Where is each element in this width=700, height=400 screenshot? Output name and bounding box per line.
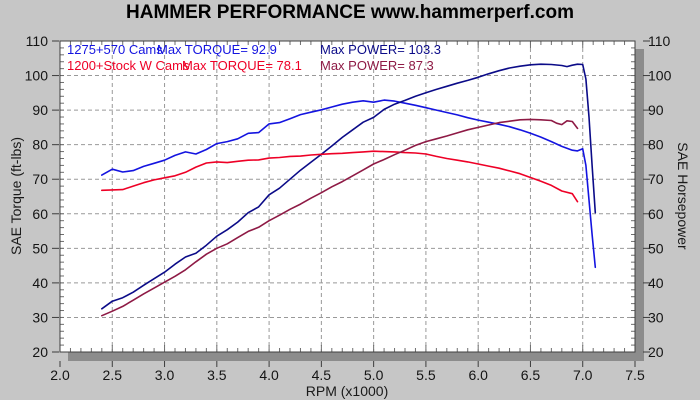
y-tick-label-left: 50: [32, 240, 48, 256]
y-tick-label-right: 50: [648, 240, 664, 256]
y-tick-label-right: 60: [648, 206, 664, 222]
y-axis-title-right: SAE Horsepower: [675, 142, 691, 250]
y-tick-label-left: 80: [32, 137, 48, 153]
legend-row2-torque: Max TORQUE= 78.1: [182, 58, 302, 73]
plot-shadow-right: [635, 49, 644, 361]
y-tick-label-right: 110: [648, 33, 671, 49]
x-tick-label: 7.5: [625, 367, 645, 383]
legend-row1-torque: Max TORQUE= 92.9: [157, 42, 277, 57]
y-tick-label-right: 80: [648, 137, 664, 153]
y-tick-label-left: 110: [26, 33, 49, 49]
legend-row1-name: 1275+570 Cams: [67, 42, 163, 57]
y-tick-label-left: 70: [32, 171, 48, 187]
x-axis-title: RPM (x1000): [305, 383, 389, 399]
y-tick-label-right: 70: [648, 171, 664, 187]
curve-2-torque: [101, 150, 579, 203]
y-tick-label-left: 100: [25, 68, 49, 84]
y-tick-label-left: 20: [32, 344, 48, 360]
y-axis-title-left: SAE Torque (ft-lbs): [8, 136, 24, 256]
x-tick-label: 5.5: [416, 367, 436, 383]
curve-0-torque: [101, 99, 597, 269]
x-tick-label: 3.0: [155, 367, 175, 383]
x-tick-label: 4.0: [259, 367, 279, 383]
x-tick-label: 5.0: [364, 367, 384, 383]
y-tick-label-left: 90: [32, 102, 48, 118]
plot-shadow-bottom: [68, 352, 644, 361]
y-tick-label-right: 90: [648, 102, 664, 118]
x-tick-label: 2.0: [50, 367, 70, 383]
x-tick-label: 6.0: [468, 367, 488, 383]
y-tick-label-right: 30: [648, 309, 664, 325]
y-tick-label-right: 40: [648, 275, 664, 291]
legend-row2-power: Max POWER= 87.3: [320, 58, 434, 73]
x-tick-label: 7.0: [573, 367, 593, 383]
y-tick-label-left: 60: [32, 206, 48, 222]
x-tick-label: 6.5: [521, 367, 541, 383]
chart-title: HAMMER PERFORMANCE www.hammerperf.com: [126, 2, 574, 23]
plot-area: [60, 41, 635, 352]
curve-3-power: [101, 118, 579, 317]
x-tick-label: 4.5: [312, 367, 332, 383]
curve-1-power: [101, 63, 597, 310]
legend-row1-power: Max POWER= 103.3: [320, 42, 442, 57]
plot-border: [59, 40, 636, 353]
y-tick-label-right: 100: [648, 68, 672, 84]
legend-row2-name: 1200+Stock W Cams: [67, 58, 190, 73]
x-tick-label: 3.5: [207, 367, 227, 383]
x-tick-label: 2.5: [103, 367, 123, 383]
y-tick-label-right: 20: [648, 344, 664, 360]
y-tick-label-left: 40: [32, 275, 48, 291]
y-tick-label-left: 30: [32, 309, 48, 325]
